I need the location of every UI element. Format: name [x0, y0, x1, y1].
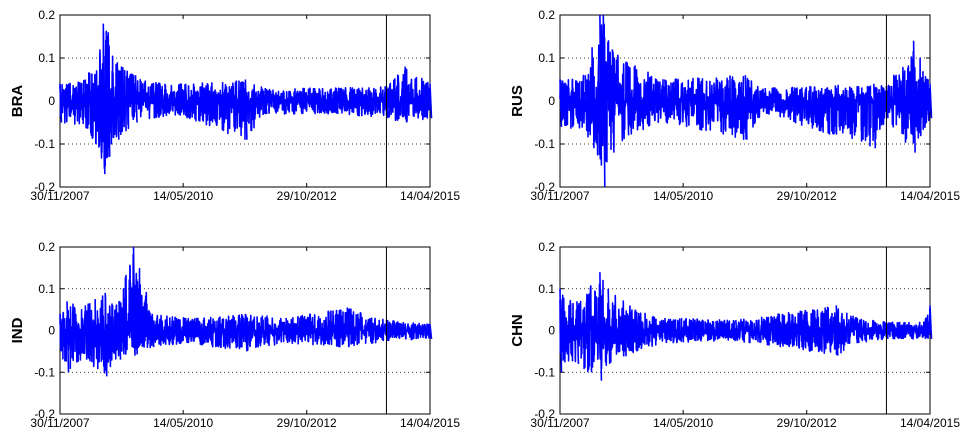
- x-tick-label: 14/05/2010: [653, 416, 713, 430]
- y-tick-label: -0.2: [534, 180, 555, 194]
- y-axis-title: CHN: [509, 314, 526, 347]
- y-tick-label: -0.2: [34, 407, 55, 421]
- y-tick-label: 0.1: [538, 282, 555, 296]
- x-tick-label: 29/10/2012: [277, 189, 337, 203]
- chart-ind: -0.2 -0.1 0 0.1 0.2 30/11/2007 14/05/2010 29/10…: [9, 240, 460, 430]
- y-tick-label: 0: [548, 324, 555, 338]
- x-tick-label: 14/04/2015: [400, 189, 460, 203]
- y-tick-label: 0: [48, 94, 55, 108]
- x-tick-label: 29/10/2012: [777, 189, 837, 203]
- return-series-line: [559, 279, 931, 373]
- return-series-peaks: [59, 246, 433, 377]
- return-series-line: [559, 22, 931, 163]
- x-tick-label: 14/05/2010: [153, 189, 213, 203]
- y-tick-label: -0.1: [34, 365, 55, 379]
- chart-chn: -0.2 -0.1 0 0.1 0.2 30/11/2007 14/05/2010 29/10…: [509, 240, 960, 430]
- chart-rus: -0.2 -0.1 0 0.1 0.2 30/11/2007 14/05/2010 29/10…: [509, 8, 960, 203]
- x-tick-label: 29/10/2012: [777, 416, 837, 430]
- y-tick-label: -0.1: [534, 365, 555, 379]
- chart-bra: -0.2 -0.1 0 0.1 0.2 30/11/2007 14/05/2010 29/10…: [9, 8, 460, 203]
- y-axis-title: BRA: [9, 85, 26, 118]
- x-tick-label: 29/10/2012: [277, 416, 337, 430]
- x-tick-label: 14/04/2015: [400, 416, 460, 430]
- x-tick-label: 14/05/2010: [653, 189, 713, 203]
- x-tick-label: 14/04/2015: [900, 189, 960, 203]
- return-series-line: [59, 253, 431, 374]
- y-tick-label: 0.2: [538, 8, 555, 22]
- x-tick-label: 14/04/2015: [900, 416, 960, 430]
- y-tick-label: 0.1: [38, 51, 55, 65]
- return-series-peaks: [559, 272, 933, 381]
- return-series-line: [59, 30, 431, 170]
- y-tick-label: 0.2: [38, 8, 55, 22]
- x-tick-label: 30/11/2007: [530, 189, 589, 203]
- y-tick-label: 0: [548, 94, 555, 108]
- y-tick-label: 0.1: [538, 51, 555, 65]
- y-tick-label: -0.1: [34, 137, 55, 151]
- y-axis-title: RUS: [509, 85, 526, 117]
- y-tick-label: -0.2: [534, 407, 555, 421]
- x-tick-label: 30/11/2007: [30, 416, 89, 430]
- y-axis-title: IND: [9, 317, 26, 343]
- y-tick-label: 0.1: [38, 282, 55, 296]
- y-tick-label: 0.2: [38, 240, 55, 254]
- y-tick-label: -0.2: [34, 180, 55, 194]
- y-tick-label: 0: [48, 324, 55, 338]
- x-tick-label: 30/11/2007: [30, 189, 89, 203]
- return-series-peaks: [559, 14, 933, 188]
- y-tick-label: 0.2: [538, 240, 555, 254]
- x-tick-label: 30/11/2007: [530, 416, 589, 430]
- x-tick-label: 14/05/2010: [153, 416, 213, 430]
- return-series-peaks: [59, 23, 433, 175]
- y-tick-label: -0.1: [534, 137, 555, 151]
